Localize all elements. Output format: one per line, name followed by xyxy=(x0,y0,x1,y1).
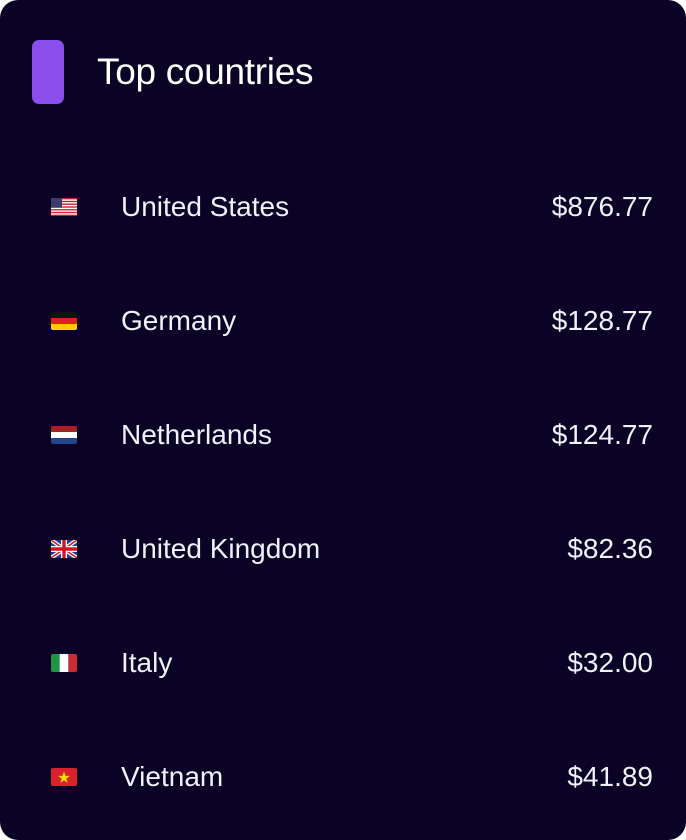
country-amount: $41.89 xyxy=(567,761,653,792)
country-amount: $124.77 xyxy=(551,419,653,450)
country-amount: $128.77 xyxy=(551,305,653,336)
card-title: Top countries xyxy=(97,51,314,92)
us-flag-icon xyxy=(51,198,77,216)
country-row: United States $876.77 xyxy=(0,187,686,227)
country-name: Germany xyxy=(121,305,237,336)
country-name: United States xyxy=(121,191,290,222)
country-amount: $32.00 xyxy=(567,647,653,678)
de-flag-icon xyxy=(51,312,77,330)
country-row: Netherlands $124.77 xyxy=(0,415,686,455)
it-flag-icon xyxy=(51,654,77,672)
country-amount: $82.36 xyxy=(567,533,653,564)
country-row: Germany $128.77 xyxy=(0,301,686,341)
country-row: Italy $32.00 xyxy=(0,643,686,683)
gb-flag-icon xyxy=(51,540,77,558)
country-row: Vietnam $41.89 xyxy=(0,757,686,797)
country-row: United Kingdom $82.36 xyxy=(0,529,686,569)
country-name: Vietnam xyxy=(121,761,224,792)
country-name: Italy xyxy=(121,647,173,678)
country-name: Netherlands xyxy=(121,419,272,450)
vn-flag-icon xyxy=(51,768,77,786)
nl-flag-icon xyxy=(51,426,77,444)
country-name: United Kingdom xyxy=(121,533,321,564)
title-accent-bar xyxy=(32,40,64,104)
country-amount: $876.77 xyxy=(551,191,653,222)
